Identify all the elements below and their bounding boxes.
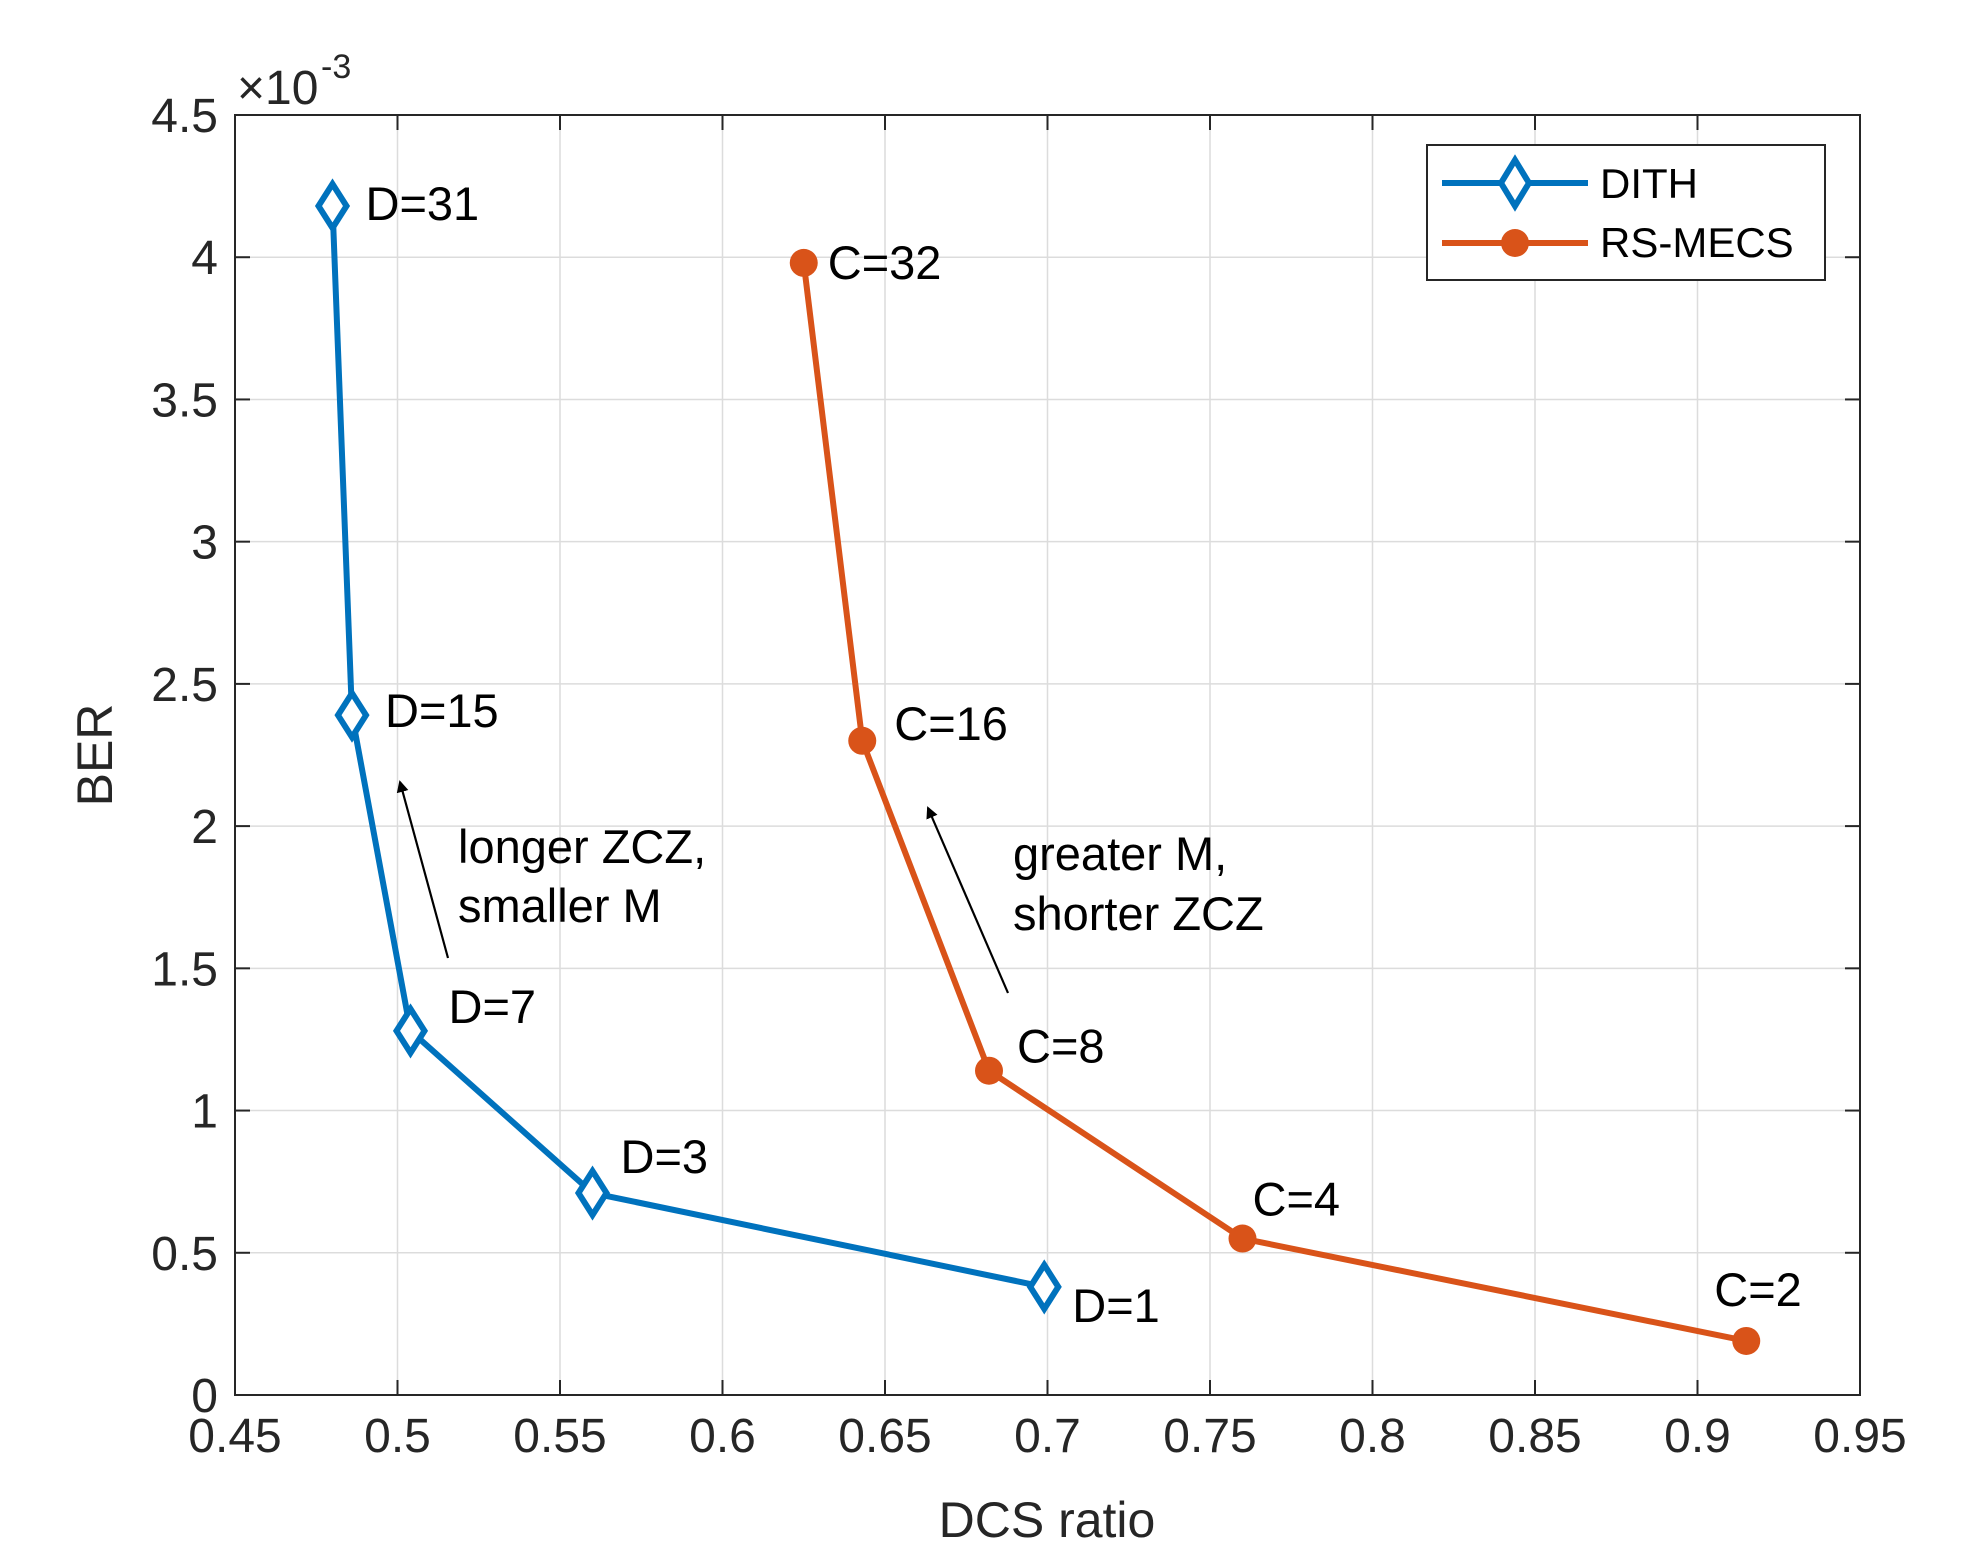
y-tick-label: 0.5 (151, 1228, 218, 1281)
x-tick-label: 0.8 (1339, 1410, 1406, 1463)
data-point-rs-mecs (975, 1056, 1003, 1085)
x-tick-label: 0.55 (513, 1410, 606, 1463)
y-tick-label: 1 (191, 1086, 218, 1139)
y-tick-labels: 0 0.5 1 1.5 2 2.5 3 3.5 4 4.5 (151, 90, 218, 1423)
point-label-rs-mecs: C=2 (1714, 1263, 1802, 1316)
y-exponent: ×10 -3 (237, 48, 351, 115)
annotation-dith-line1: longer ZCZ, (458, 820, 706, 873)
data-point-rs-mecs (848, 726, 877, 755)
legend-entry-dith: DITH (1442, 154, 1698, 212)
data-point-dith (334, 687, 370, 743)
y-exponent-power: -3 (321, 48, 351, 86)
y-tick-label: 4 (191, 232, 218, 285)
tick-marks (234, 114, 1861, 1396)
y-tick-label: 1.5 (151, 943, 218, 996)
point-label-rs-mecs: C=4 (1253, 1173, 1341, 1226)
y-tick-label: 4.5 (151, 90, 218, 143)
point-label-dith: D=15 (385, 684, 499, 737)
annotation-arrow-rsmecs (926, 806, 1010, 994)
point-label-rs-mecs: C=8 (1017, 1020, 1105, 1073)
y-axis-label: BER (67, 704, 123, 807)
data-point-dith (574, 1165, 611, 1221)
x-tick-label: 0.9 (1664, 1410, 1731, 1463)
x-axis-label: DCS ratio (939, 1492, 1156, 1548)
y-exponent-base: ×10 (237, 62, 318, 115)
x-tick-label: 0.65 (838, 1410, 931, 1463)
legend: DITH RS-MECS (1426, 144, 1826, 281)
x-tick-labels: 0.45 0.5 0.55 0.6 0.65 0.7 0.75 0.8 0.85 0.9 0.95 (188, 1410, 1906, 1463)
legend-marker-dith (1497, 154, 1533, 212)
x-tick-label: 0.45 (188, 1410, 281, 1463)
y-tick-label: 2 (191, 801, 218, 854)
x-tick-label: 0.7 (1014, 1410, 1081, 1463)
y-tick-label: 3.5 (151, 374, 218, 427)
y-tick-label: 0 (191, 1370, 218, 1423)
point-label-dith: D=3 (621, 1130, 709, 1183)
point-label-rs-mecs: C=32 (828, 236, 942, 289)
legend-label-dith: DITH (1600, 160, 1698, 207)
data-point-dith (314, 178, 351, 234)
legend-label-rsmecs: RS-MECS (1600, 219, 1794, 266)
series-layer: D=31 D=15 D=7 D=3 D=1 C=32 C=16 C=8 C=4 C=2 (314, 177, 1802, 1355)
x-tick-label: 0.85 (1488, 1410, 1581, 1463)
annotation-rsmecs-line2: shorter ZCZ (1013, 887, 1264, 940)
legend-box (1426, 144, 1826, 281)
point-label-dith: D=7 (449, 980, 537, 1033)
y-tick-label: 3 (191, 517, 218, 570)
annotation-rsmecs-line1: greater M, (1013, 827, 1227, 880)
x-tick-label: 0.75 (1163, 1410, 1256, 1463)
series-rs-mecs: C=32 C=16 C=8 C=4 C=2 (789, 236, 1802, 1355)
point-label-dith: D=31 (366, 177, 480, 230)
x-tick-label: 0.5 (364, 1410, 431, 1463)
data-point-rs-mecs (1732, 1326, 1761, 1355)
x-tick-label: 0.6 (689, 1410, 756, 1463)
legend-marker-rsmecs (1501, 229, 1529, 257)
data-point-rs-mecs (1228, 1224, 1257, 1253)
annotation-dith-line2: smaller M (458, 879, 662, 932)
point-label-rs-mecs: C=16 (894, 697, 1008, 750)
y-tick-label: 2.5 (151, 659, 218, 712)
x-tick-label: 0.95 (1813, 1410, 1906, 1463)
data-point-dith (392, 1003, 429, 1059)
series-dith: D=31 D=15 D=7 D=3 D=1 (314, 177, 1160, 1332)
legend-entry-rsmecs: RS-MECS (1442, 219, 1794, 266)
annotations: longer ZCZ, smaller M greater M, shorter… (396, 780, 1264, 994)
data-point-rs-mecs (789, 248, 818, 277)
data-point-dith (1026, 1259, 1062, 1315)
annotation-arrow-dith (396, 780, 450, 959)
point-label-dith: D=1 (1072, 1279, 1160, 1332)
